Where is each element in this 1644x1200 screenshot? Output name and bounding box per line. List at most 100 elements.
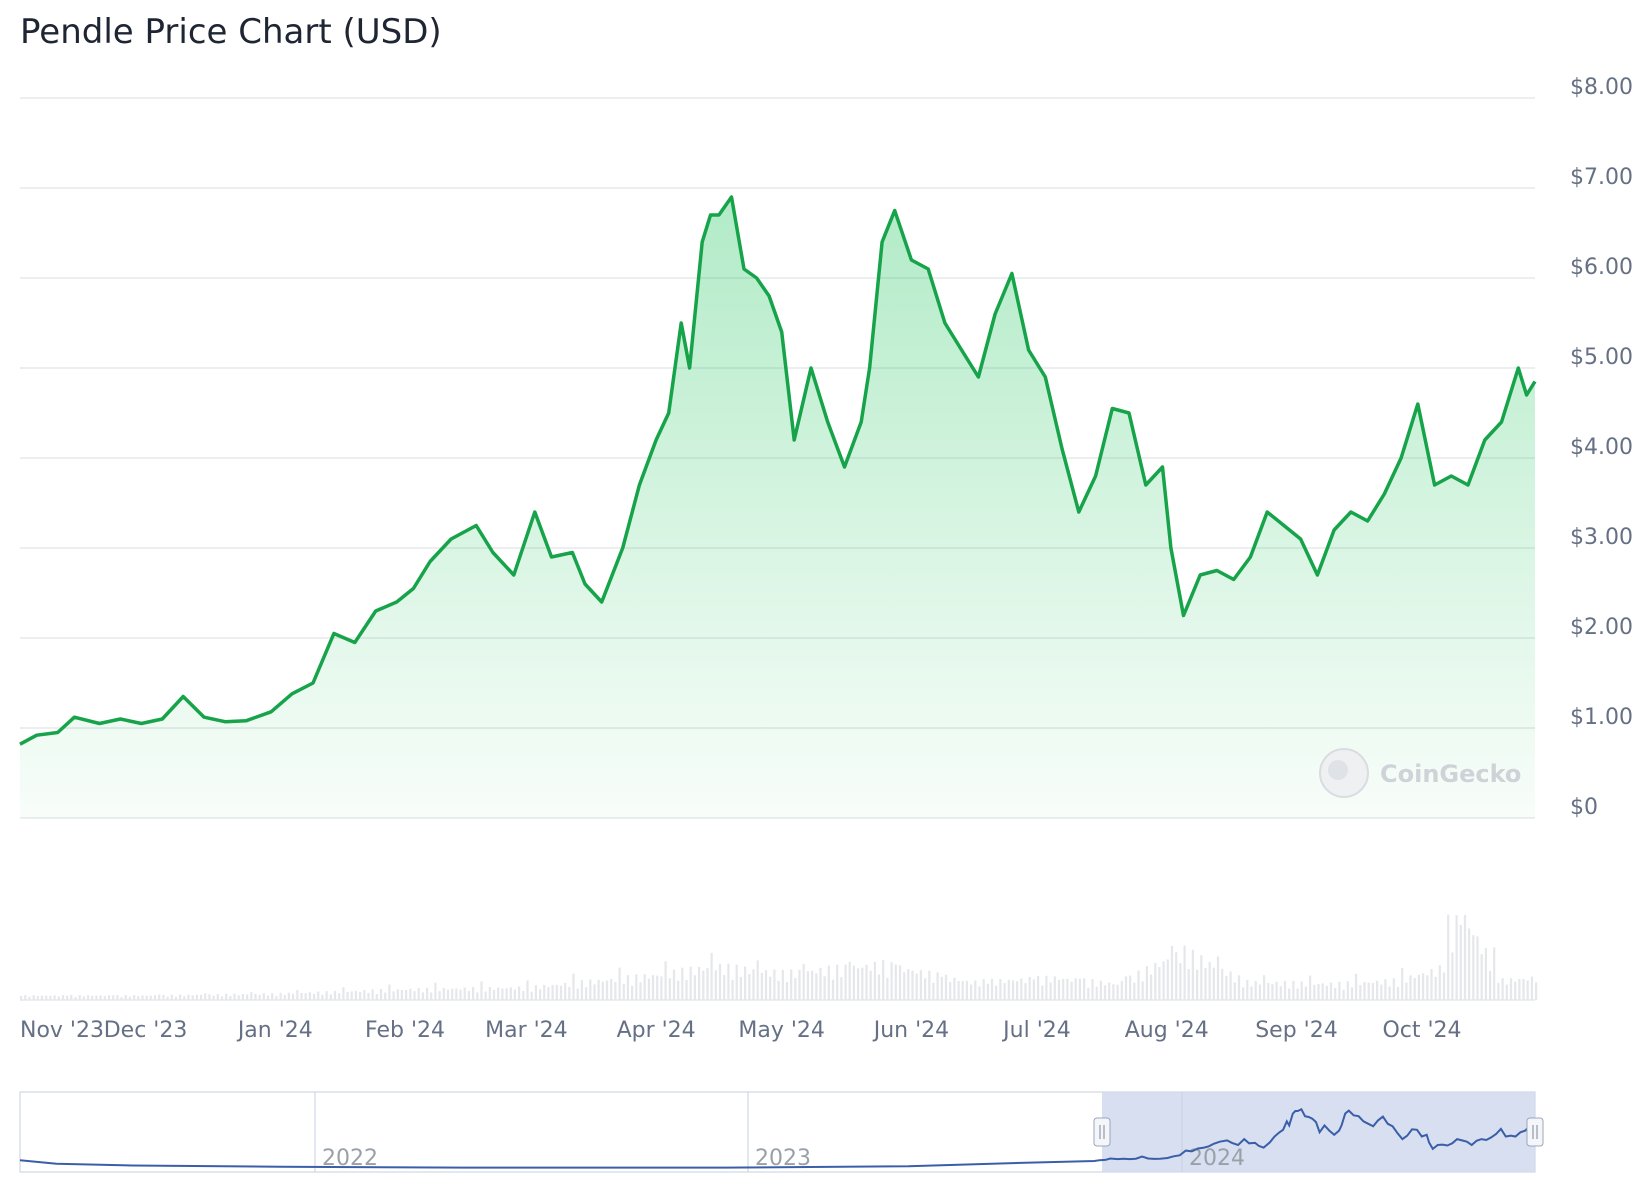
volume-bar bbox=[530, 991, 533, 1000]
volume-bar bbox=[1003, 983, 1006, 1000]
volume-bar bbox=[1037, 976, 1040, 1000]
volume-bar bbox=[1530, 976, 1533, 1000]
volume-bar bbox=[1468, 928, 1471, 1000]
volume-bar bbox=[45, 995, 48, 1000]
volume-bar bbox=[1346, 981, 1349, 1000]
volume-bar bbox=[258, 994, 261, 1000]
volume-bar bbox=[1254, 981, 1257, 1000]
volume-bar bbox=[894, 964, 897, 1000]
volume-bar bbox=[631, 985, 634, 1000]
volume-bar bbox=[1141, 981, 1144, 1000]
volume-bar bbox=[1070, 981, 1073, 1000]
volume-bar bbox=[208, 994, 211, 1000]
volume-bar bbox=[1154, 963, 1157, 1000]
volume-bar bbox=[739, 977, 742, 1000]
volume-bar bbox=[635, 974, 638, 1000]
volume-bar bbox=[513, 989, 516, 1000]
navigator-right-handle[interactable] bbox=[1526, 1117, 1544, 1147]
volume-bar bbox=[903, 972, 906, 1000]
volume-bar bbox=[1497, 982, 1500, 1000]
volume-bar bbox=[865, 964, 868, 1000]
volume-bar bbox=[593, 984, 596, 1000]
volume-bar bbox=[20, 996, 23, 1000]
volume-bar bbox=[1367, 982, 1370, 1000]
volume-bar bbox=[204, 993, 207, 1000]
volume-bar bbox=[141, 995, 144, 1000]
volume-bar bbox=[1350, 987, 1354, 1000]
volume-bar bbox=[179, 994, 182, 1000]
volume-bar bbox=[1325, 985, 1328, 1000]
volume-bar bbox=[1501, 978, 1504, 1000]
y-tick-label: $5.00 bbox=[1570, 345, 1633, 370]
volume-bar bbox=[430, 992, 433, 1000]
volume-bar bbox=[689, 966, 692, 1000]
volume-bar bbox=[229, 996, 232, 1000]
navigator-left-handle[interactable] bbox=[1093, 1117, 1111, 1147]
x-tick-label: Apr '24 bbox=[617, 1018, 696, 1043]
volume-bar bbox=[1509, 978, 1513, 1000]
volume-bar bbox=[794, 978, 797, 1000]
volume-bar bbox=[572, 973, 575, 1000]
volume-bar bbox=[413, 991, 416, 1000]
volume-bar bbox=[576, 988, 579, 1000]
volume-bar bbox=[857, 968, 860, 1000]
volume-bar bbox=[651, 975, 655, 1000]
volume-bar bbox=[693, 975, 696, 1000]
volume-bar bbox=[388, 984, 391, 1000]
volume-bar bbox=[78, 995, 81, 1000]
volume-bar bbox=[1263, 975, 1266, 1000]
volume-bar bbox=[1179, 963, 1182, 1000]
volume-bar bbox=[605, 980, 609, 1000]
y-tick-label: $6.00 bbox=[1570, 255, 1633, 280]
coingecko-watermark: CoinGecko bbox=[1319, 748, 1521, 798]
volume-bar bbox=[187, 994, 190, 1000]
volume-bar bbox=[836, 964, 839, 1000]
volume-bar bbox=[698, 966, 701, 1000]
volume-bar bbox=[677, 980, 680, 1000]
volume-bar bbox=[1526, 980, 1529, 1000]
volume-bar bbox=[82, 996, 85, 1000]
volume-bar bbox=[543, 984, 546, 1000]
volume-bar bbox=[283, 995, 286, 1000]
volume-bar bbox=[1313, 984, 1316, 1000]
volume-bar bbox=[308, 992, 311, 1000]
volume-bar bbox=[723, 975, 726, 1000]
volume-bar bbox=[271, 993, 274, 1000]
volume-bar bbox=[551, 985, 554, 1000]
volume-bar bbox=[982, 979, 985, 1000]
volume-bar bbox=[756, 960, 759, 1000]
volume-bar bbox=[1133, 982, 1136, 1000]
volume-bar bbox=[1514, 981, 1517, 1000]
volume-bar bbox=[1338, 981, 1341, 1000]
range-navigator[interactable]: 2022 2023 2024 bbox=[19, 1091, 1544, 1173]
volume-bar bbox=[932, 982, 935, 1000]
volume-bar bbox=[1283, 981, 1287, 1000]
volume-bar bbox=[1493, 947, 1496, 1000]
volume-bar bbox=[777, 980, 780, 1000]
volume-bar bbox=[1342, 989, 1345, 1000]
volume-bar bbox=[970, 984, 973, 1000]
volume-bar bbox=[944, 974, 948, 1000]
volume-bar bbox=[1296, 988, 1299, 1000]
volume-bar bbox=[1145, 966, 1148, 1000]
volume-bar bbox=[672, 969, 676, 1000]
volume-bar bbox=[321, 994, 324, 1000]
volume-bar bbox=[1371, 983, 1374, 1000]
volume-bar bbox=[40, 995, 44, 1000]
volume-bar bbox=[978, 986, 981, 1000]
volume-bar bbox=[183, 996, 186, 1000]
price-line[interactable] bbox=[19, 195, 1537, 746]
volume-bar bbox=[1535, 982, 1538, 1000]
volume-bar bbox=[760, 972, 763, 1000]
volume-bar bbox=[1384, 979, 1387, 1000]
volume-bar bbox=[24, 995, 27, 1000]
volume-bar bbox=[1355, 973, 1358, 1000]
volume-bar bbox=[216, 994, 219, 1000]
volume-bar bbox=[1150, 974, 1153, 1000]
volume-bar bbox=[802, 963, 805, 1000]
volume-bar bbox=[61, 995, 65, 1000]
volume-bar bbox=[1476, 936, 1479, 1000]
volume-bar bbox=[1392, 978, 1395, 1000]
x-tick-label: Jan '24 bbox=[236, 1018, 313, 1043]
